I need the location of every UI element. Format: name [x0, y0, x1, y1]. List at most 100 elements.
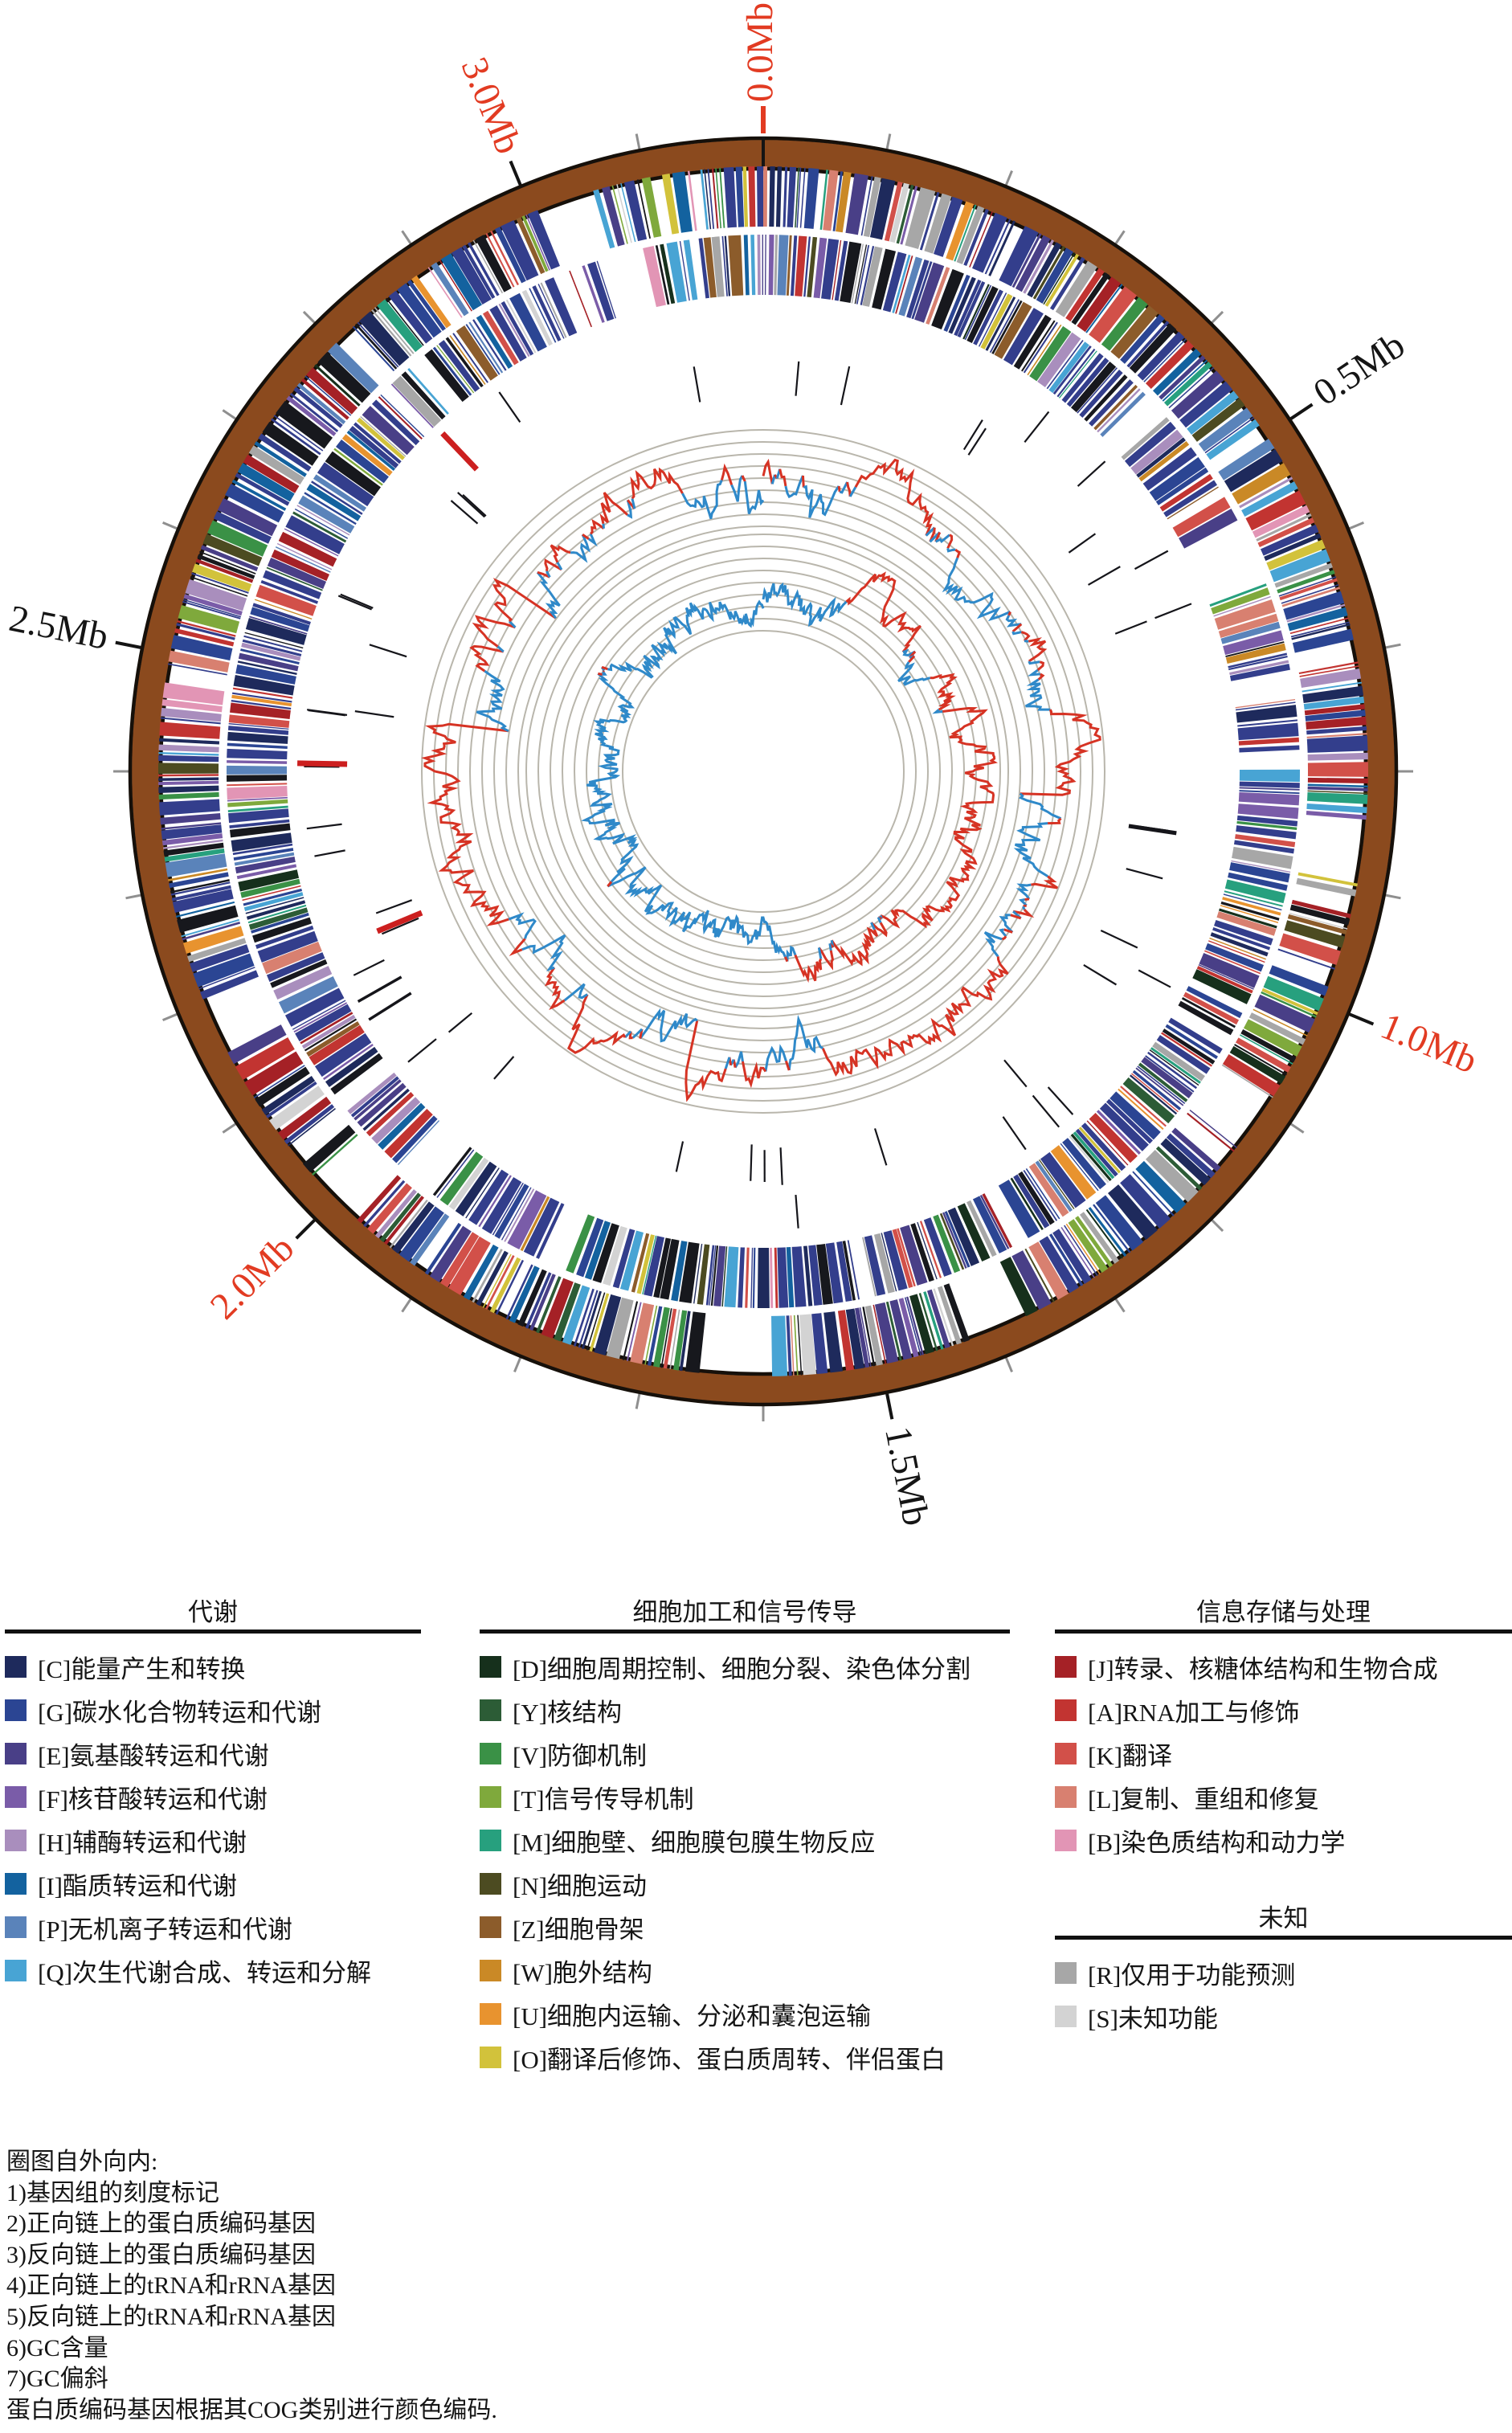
cds-reverse-gene — [240, 648, 300, 664]
cds-reverse-gene — [1023, 321, 1058, 374]
cog-color-swatch — [5, 1872, 27, 1895]
tick-mark — [635, 1393, 641, 1409]
cds-reverse-gene — [1018, 1171, 1055, 1225]
cog-item-label: [V]防御机制 — [513, 1741, 648, 1770]
cds-reverse-gene — [357, 417, 406, 460]
gc-content-line — [999, 928, 1007, 938]
tick-mark — [873, 1128, 888, 1166]
cds-reverse-gene — [1159, 473, 1213, 512]
cog-color-swatch — [1055, 1829, 1077, 1851]
cds-forward-gene — [516, 217, 546, 275]
legend-item-U: [U]细胞内运输、分泌和囊泡运输 — [480, 1992, 1010, 2035]
gc-content-line — [537, 570, 550, 579]
tick-mark — [513, 1357, 522, 1372]
cds-forward-gene — [161, 707, 222, 722]
cds-forward-gene — [495, 1259, 524, 1315]
cds-reverse-gene — [455, 1161, 497, 1216]
cds-forward-gene — [525, 214, 550, 271]
cds-forward-gene — [581, 1290, 602, 1350]
cds-reverse-gene — [1212, 927, 1271, 951]
cds-reverse-gene — [349, 425, 399, 468]
legend-item-E: [E]氨基酸转运和代谢 — [5, 1732, 421, 1775]
gc-content-line — [741, 475, 746, 482]
cds-forward-gene — [1044, 253, 1080, 307]
cds-forward-gene — [379, 1192, 422, 1242]
legend-item-Q: [Q]次生代谢合成、转运和分解 — [5, 1948, 421, 1992]
cog-item-label: [A]RNA加工与修饰 — [1088, 1698, 1300, 1727]
cog-color-swatch — [1055, 1699, 1077, 1721]
cds-reverse-gene — [1073, 1131, 1115, 1180]
gc-skew-line — [845, 571, 922, 653]
cds-forward-gene — [254, 441, 307, 477]
cds-reverse-gene — [989, 299, 1020, 354]
cds-forward-gene — [845, 1308, 865, 1370]
legend-item-S: [S]未知功能 — [1055, 1994, 1512, 2038]
cds-forward-gene — [1291, 623, 1351, 640]
gc-content-line — [1025, 678, 1051, 711]
cds-forward-gene — [169, 872, 229, 889]
cds-reverse-gene — [306, 484, 362, 521]
cds-reverse-gene — [631, 1233, 650, 1293]
cds-forward-gene — [1052, 1229, 1092, 1285]
cds-reverse-gene — [1199, 952, 1260, 988]
cds-forward-gene — [988, 220, 1016, 276]
gc-skew-line — [607, 866, 787, 958]
gc-content-line — [544, 967, 566, 1010]
cds-reverse-gene — [498, 303, 530, 358]
cds-forward-gene — [286, 395, 337, 436]
gc-skew-line — [581, 673, 640, 883]
cds-forward-gene — [1218, 438, 1275, 480]
cds-forward-gene — [661, 174, 680, 235]
cds-forward-gene — [377, 299, 423, 353]
cds-reverse-gene — [954, 279, 982, 337]
cds-reverse-gene — [973, 289, 1003, 346]
tick-mark — [1349, 1012, 1375, 1026]
legend-group-title: 细胞加工和信号传导 — [632, 1598, 857, 1626]
tick-mark — [962, 419, 983, 451]
cog-color-swatch — [480, 1829, 501, 1851]
cds-reverse-gene — [842, 1241, 856, 1301]
gc-skew-line — [897, 661, 931, 686]
cds-forward-gene — [1281, 587, 1340, 607]
tick-mark — [337, 595, 373, 611]
cds-reverse-gene — [1223, 630, 1284, 656]
cds-forward-gene — [1300, 668, 1362, 689]
cds-reverse-gene — [507, 1190, 547, 1249]
cds-forward-gene — [175, 901, 235, 918]
gc-skew-line — [607, 881, 613, 887]
cds-forward-gene — [529, 1274, 556, 1331]
cds-forward-gene — [199, 970, 259, 1000]
cds-forward-gene — [1286, 603, 1346, 623]
cds-forward-gene — [672, 171, 693, 233]
cds-reverse-gene — [1122, 1077, 1175, 1124]
cds-reverse-gene — [948, 276, 976, 334]
cds-reverse-gene — [1178, 1000, 1234, 1036]
cds-forward-gene — [909, 1294, 934, 1355]
cds-forward-gene — [172, 889, 234, 914]
gc-skew-line — [870, 922, 888, 938]
cds-reverse-gene — [820, 238, 840, 300]
cds-forward-gene — [1159, 355, 1206, 400]
cds-reverse-gene — [1118, 1088, 1164, 1131]
cds-forward-gene — [1198, 407, 1253, 452]
scale-label: 0.5Mb — [1306, 324, 1412, 414]
cds-forward-gene — [174, 628, 235, 647]
gc-content-line — [508, 912, 537, 939]
cds-forward-gene — [527, 210, 561, 270]
cds-reverse-gene — [1145, 1055, 1195, 1093]
cds-reverse-gene — [1149, 1049, 1199, 1086]
cds-forward-gene — [803, 168, 819, 229]
legend-rows: [D]细胞周期控制、细胞分裂、染色体分割 [Y]核结构 [V]防御机制 [T]信号传导… — [480, 1645, 1010, 2079]
cds-reverse-gene — [1228, 652, 1288, 669]
cog-item-label: [M]细胞壁、细胞膜包膜生物反应 — [513, 1828, 876, 1857]
gc-content-line — [566, 993, 627, 1054]
tick-mark — [375, 899, 413, 914]
cds-reverse-gene — [296, 505, 350, 536]
legend-item-N: [N]细胞运动 — [480, 1862, 1010, 1905]
gc-content-line — [508, 620, 517, 628]
cds-reverse-gene — [294, 508, 349, 539]
cds-reverse-gene — [1137, 1065, 1186, 1105]
gc-content-line — [602, 523, 605, 529]
cds-forward-gene — [451, 247, 492, 305]
cds-forward-gene — [227, 1024, 287, 1065]
